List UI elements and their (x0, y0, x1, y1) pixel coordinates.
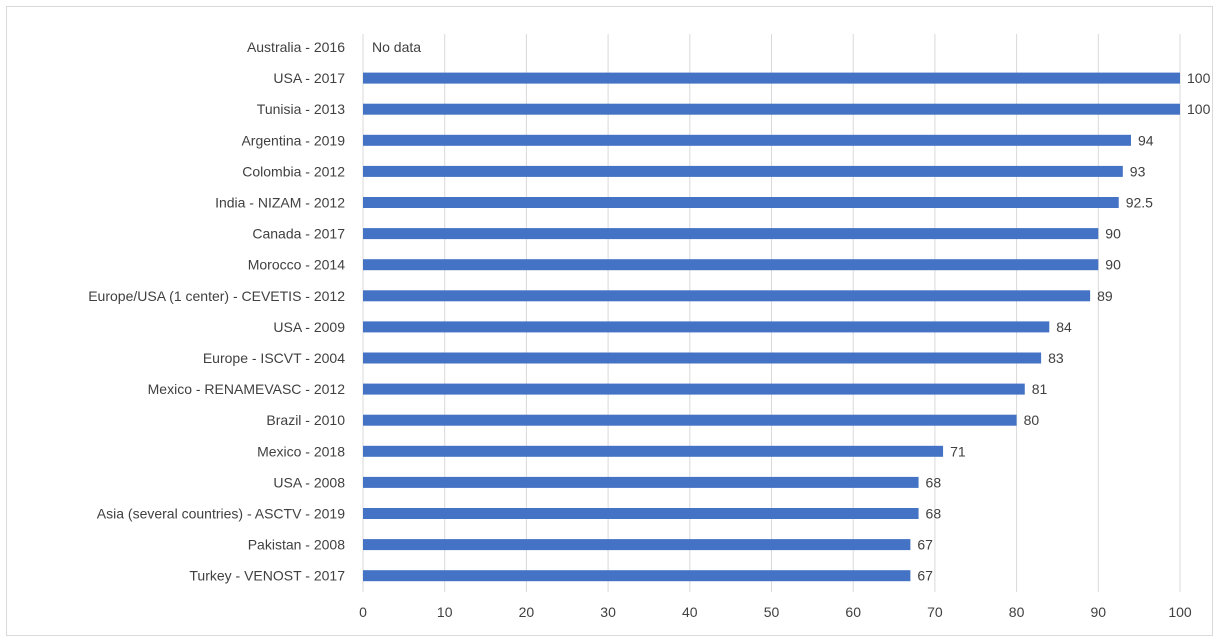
bar (363, 445, 944, 457)
x-axis-tick-labels: 0 10 20 30 40 50 60 70 80 90 100 (359, 604, 1192, 620)
bar-value-label: 67 (917, 568, 933, 584)
bar-value-label: 93 (1130, 163, 1146, 179)
bar (363, 197, 1119, 208)
bar-value-label: 80 (1024, 412, 1040, 428)
category-labels: Australia - 2016 USA - 2017 Tunisia - 2013… (88, 39, 345, 584)
bar (363, 103, 1180, 115)
gridlines (362, 34, 1181, 592)
x-tick-label: 90 (1091, 604, 1107, 620)
category-label: Canada - 2017 (252, 226, 345, 242)
bar-value-label: 92.5 (1126, 195, 1153, 211)
bar-value-label: 68 (926, 474, 942, 490)
category-label: Argentina - 2019 (241, 132, 345, 148)
category-label: USA - 2017 (273, 70, 345, 86)
bar-value-label: 71 (950, 443, 966, 459)
bar (363, 259, 1099, 271)
x-tick-label: 70 (927, 604, 943, 620)
x-tick-label: 50 (764, 604, 780, 620)
bar (363, 290, 1091, 302)
bar-value-label: 89 (1097, 288, 1113, 304)
category-label: Turkey - VENOST - 2017 (189, 568, 345, 584)
x-tick-label: 60 (845, 604, 861, 620)
horizontal-bar-chart: No data100100949392.59090898483818071686… (88, 34, 1211, 620)
bar (363, 228, 1099, 240)
x-tick-label: 0 (359, 604, 367, 620)
bar (363, 321, 1050, 333)
bar-value-label: 84 (1056, 319, 1072, 335)
bar (363, 508, 919, 519)
category-label: Pakistan - 2008 (248, 537, 345, 553)
category-label: USA - 2009 (273, 319, 345, 335)
category-label: India - NIZAM - 2012 (215, 195, 345, 211)
bar (363, 352, 1042, 364)
x-tick-label: 80 (1009, 604, 1025, 620)
category-label: Australia - 2016 (247, 39, 345, 55)
bar-value-label: 67 (917, 537, 933, 553)
bar-value-label: 90 (1105, 226, 1121, 242)
bar (363, 539, 911, 551)
bar-value-label: 100 (1187, 70, 1211, 86)
bar-value-label: 83 (1048, 350, 1064, 366)
bar-value-label: 81 (1032, 381, 1048, 397)
category-label: Mexico - 2018 (257, 443, 345, 459)
x-tick-label: 40 (682, 604, 698, 620)
bars (363, 72, 1180, 582)
category-label: Morocco - 2014 (248, 257, 345, 273)
category-label: Mexico - RENAMEVASC - 2012 (148, 381, 346, 397)
category-label: USA - 2008 (273, 474, 345, 490)
category-label: Asia (several countries) - ASCTV - 2019 (97, 506, 345, 522)
bar (363, 134, 1131, 146)
bar-value-label: 90 (1105, 257, 1121, 273)
x-tick-label: 30 (600, 604, 616, 620)
bar-value-label: 100 (1187, 101, 1211, 117)
category-label: Tunisia - 2013 (257, 101, 345, 117)
category-label: Europe/USA (1 center) - CEVETIS - 2012 (88, 288, 345, 304)
bar-value-label: 68 (926, 506, 942, 522)
no-data-label: No data (372, 39, 421, 55)
x-tick-label: 20 (519, 604, 535, 620)
bar-value-label: 94 (1138, 132, 1154, 148)
bar (363, 72, 1180, 84)
bar (363, 165, 1123, 177)
category-label: Brazil - 2010 (266, 412, 345, 428)
category-label: Colombia - 2012 (242, 163, 345, 179)
x-tick-label: 10 (437, 604, 453, 620)
bar (363, 414, 1017, 426)
chart-container: No data 100 100 94 93 92.5 90 90 89 84 83 81 80 71 68 6… (6, 6, 1213, 636)
x-tick-label: 100 (1168, 604, 1192, 620)
category-label: Europe - ISCVT - 2004 (203, 350, 345, 366)
bar (363, 570, 911, 582)
bar (363, 476, 919, 488)
bar (363, 383, 1025, 395)
